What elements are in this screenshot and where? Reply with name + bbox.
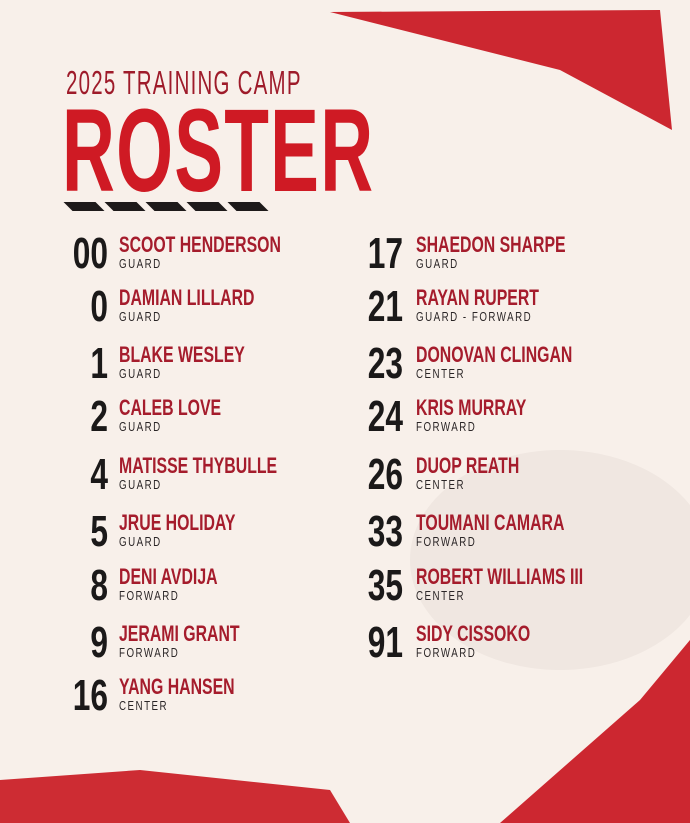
player-name: JRUE HOLIDAY (119, 510, 236, 535)
player-name: JERAMI GRANT (119, 621, 240, 646)
player-name: SHAEDON SHARPE (416, 232, 566, 257)
player-number: 00 (72, 229, 108, 278)
player-name: CALEB LOVE (119, 395, 222, 420)
player-name: MATISSE THYBULLE (119, 453, 278, 478)
player-position: GUARD (119, 309, 162, 324)
player-name: YANG HANSEN (119, 674, 235, 699)
player-number: 91 (367, 618, 403, 667)
player-row: 00 SCOOT HENDERSON GUARD (0, 232, 690, 276)
player-name: SIDY CISSOKO (416, 621, 531, 646)
page-title: ROSTER (62, 85, 375, 217)
player-row: 24 KRIS MURRAY FORWARD (0, 395, 690, 439)
player-row: 21 RAYAN RUPERT GUARD - FORWARD (0, 285, 690, 329)
player-number: 8 (90, 561, 108, 610)
player-row: 23 DONOVAN CLINGAN CENTER (0, 342, 690, 386)
player-position: CENTER (416, 366, 466, 381)
player-position: CENTER (416, 477, 466, 492)
player-name: SCOOT HENDERSON (119, 232, 281, 257)
player-number: 26 (367, 450, 403, 499)
player-number: 21 (367, 282, 403, 331)
player-name: BLAKE WESLEY (119, 342, 245, 367)
player-number: 33 (367, 507, 403, 556)
player-number: 9 (90, 618, 108, 667)
player-row: 1 BLAKE WESLEY GUARD (0, 342, 690, 386)
player-position: GUARD (119, 477, 162, 492)
player-row: 5 JRUE HOLIDAY GUARD (0, 510, 690, 554)
player-name: DENI AVDIJA (119, 564, 218, 589)
player-position: FORWARD (119, 645, 180, 660)
player-position: GUARD (119, 534, 162, 549)
player-row: 4 MATISSE THYBULLE GUARD (0, 453, 690, 497)
player-position: GUARD (119, 366, 162, 381)
player-number: 17 (367, 229, 403, 278)
player-position: CENTER (416, 588, 466, 603)
player-row: 17 SHAEDON SHARPE GUARD (0, 232, 690, 276)
dash-divider (63, 202, 269, 211)
player-name: DUOP REATH (416, 453, 520, 478)
player-position: GUARD (119, 256, 162, 271)
subtitle: 2025 TRAINING CAMP (66, 64, 302, 101)
player-row: 26 DUOP REATH CENTER (0, 453, 690, 497)
player-number: 0 (90, 282, 108, 331)
player-name: RAYAN RUPERT (416, 285, 539, 310)
player-position: FORWARD (416, 645, 477, 660)
player-name: DONOVAN CLINGAN (416, 342, 573, 367)
player-position: GUARD (119, 419, 162, 434)
player-row: 33 TOUMANI CAMARA FORWARD (0, 510, 690, 554)
player-position: FORWARD (416, 534, 477, 549)
player-row: 0 DAMIAN LILLARD GUARD (0, 285, 690, 329)
player-row: 91 SIDY CISSOKO FORWARD (0, 621, 690, 665)
player-position: FORWARD (119, 588, 180, 603)
player-number: 5 (90, 507, 108, 556)
player-row: 16 YANG HANSEN CENTER (0, 674, 690, 718)
player-number: 24 (367, 392, 403, 441)
player-number: 1 (90, 339, 108, 388)
player-position: FORWARD (416, 419, 477, 434)
player-row: 9 JERAMI GRANT FORWARD (0, 621, 690, 665)
player-number: 4 (90, 450, 108, 499)
player-row: 35 ROBERT WILLIAMS III CENTER (0, 564, 690, 608)
player-name: DAMIAN LILLARD (119, 285, 255, 310)
player-number: 35 (367, 561, 403, 610)
player-position: GUARD - FORWARD (416, 309, 533, 324)
player-number: 2 (90, 392, 108, 441)
player-number: 16 (72, 671, 108, 720)
player-row: 2 CALEB LOVE GUARD (0, 395, 690, 439)
player-number: 23 (367, 339, 403, 388)
player-row: 8 DENI AVDIJA FORWARD (0, 564, 690, 608)
player-position: GUARD (416, 256, 459, 271)
player-name: ROBERT WILLIAMS III (416, 564, 584, 589)
player-name: KRIS MURRAY (416, 395, 527, 420)
player-name: TOUMANI CAMARA (416, 510, 565, 535)
player-position: CENTER (119, 698, 169, 713)
